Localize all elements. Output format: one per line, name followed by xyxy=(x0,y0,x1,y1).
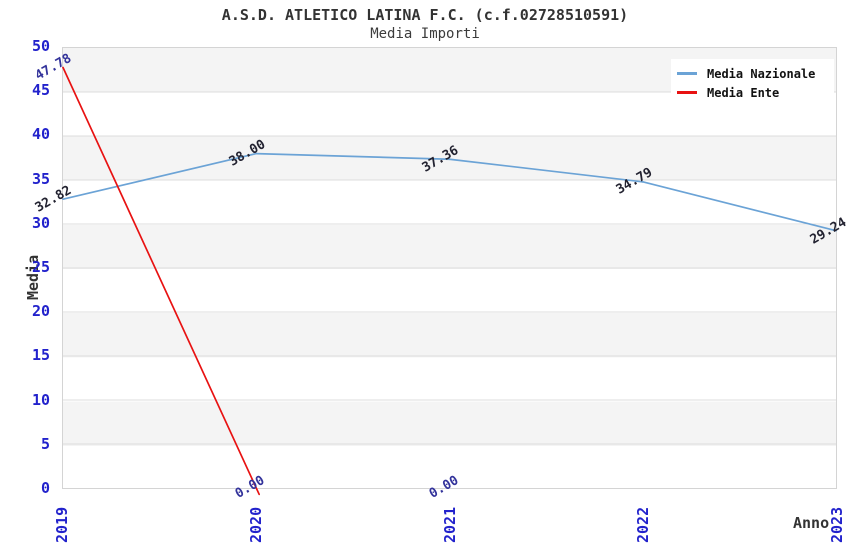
y-tick-label: 40 xyxy=(31,125,50,144)
x-tick-label: 2020 xyxy=(246,506,265,543)
x-axis-ticks: 2019 2020 2021 2022 2023 xyxy=(53,489,846,550)
y-tick-label: 10 xyxy=(31,390,50,409)
y-tick-label: 0 xyxy=(40,479,50,497)
legend-label: Media Nazionale xyxy=(707,66,816,81)
legend-item: Media Nazionale xyxy=(677,64,834,83)
chart-subtitle: Media Importi xyxy=(370,26,480,42)
plot-area: 32.82 38.00 37.36 34.79 29.24 47.78 0.00 0.00 M… xyxy=(33,47,849,502)
data-point-label: 38.00 xyxy=(226,137,268,170)
x-tick-label: 2019 xyxy=(53,506,71,543)
series-lines xyxy=(62,66,837,496)
x-tick-label: 2022 xyxy=(634,506,653,543)
legend-line-swatch-icon xyxy=(677,91,697,94)
legend: Media Nazionale Media Ente xyxy=(671,59,834,107)
y-tick-label: 35 xyxy=(31,169,50,188)
y-tick-label: 20 xyxy=(31,302,50,321)
legend-item: Media Ente xyxy=(677,83,834,102)
series-line-segment xyxy=(641,181,837,232)
series-line-segment xyxy=(62,66,261,496)
x-tick-label: 2021 xyxy=(440,506,459,543)
y-tick-label: 15 xyxy=(31,346,50,365)
legend-line-swatch-icon xyxy=(677,72,697,75)
series-line-segment xyxy=(62,152,258,201)
series-line-segment xyxy=(255,152,451,161)
legend-label: Media Ente xyxy=(707,85,780,100)
series-line-segment xyxy=(448,158,644,183)
x-tick-label: 2023 xyxy=(828,506,846,543)
chart-title: A.S.D. ATLETICO LATINA F.C. (c.f.0272851… xyxy=(221,6,629,24)
y-tick-label: 30 xyxy=(31,213,50,232)
data-point-label: 29.24 xyxy=(807,214,849,248)
y-tick-label: 50 xyxy=(31,37,50,55)
data-point-label: 34.79 xyxy=(613,165,656,199)
y-tick-label: 25 xyxy=(31,258,50,276)
y-axis-ticks: 0 5 10 15 20 25 30 35 40 45 50 xyxy=(0,37,62,497)
y-tick-label: 45 xyxy=(31,81,50,100)
value-labels: 32.82 38.00 37.36 34.79 29.24 47.78 0.00 0.00 xyxy=(33,48,849,502)
x-axis-title: Anno xyxy=(793,514,830,532)
y-tick-label: 5 xyxy=(40,434,50,453)
data-point-label: 37.36 xyxy=(420,142,462,176)
